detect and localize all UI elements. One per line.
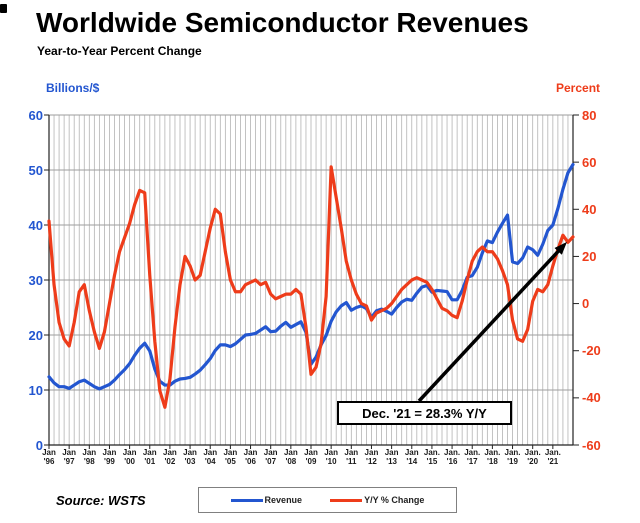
x-axis-tick-label: Jan. '19: [504, 448, 521, 466]
chart-title: Worldwide Semiconductor Revenues: [36, 7, 529, 38]
right-axis-tick-label: -40: [582, 390, 601, 406]
right-axis-tick-label: 0: [582, 296, 590, 312]
x-axis-tick-label: Jan '07: [263, 448, 278, 466]
x-axis-tick-label: Jan '11: [344, 448, 359, 466]
x-axis-tick-label: Jan. '16: [444, 448, 461, 466]
yoy-change-line: [47, 165, 575, 409]
yoy-legend-label: Y/Y % Change: [364, 495, 425, 505]
annotation-arrowhead: [554, 241, 567, 255]
source-label: Source: WSTS: [56, 493, 146, 508]
left-axis-tick-label: 30: [28, 272, 43, 288]
x-axis-tick-label: Jan '96: [42, 448, 56, 466]
yoy-line-swatch: [330, 498, 363, 502]
x-axis-tick-label: Jan '09: [304, 448, 318, 466]
annotation-arrow: [417, 246, 563, 403]
x-axis-tick-label: Jan '08: [283, 448, 298, 466]
left-axis-tick-label: 50: [28, 162, 43, 178]
x-axis-tick-label: Jan. '21: [544, 448, 561, 466]
left-axis-tick-label: 40: [28, 217, 43, 233]
right-axis-tick-label: 40: [582, 201, 597, 217]
right-axis-title: Percent: [556, 81, 601, 95]
legend-entry-revenue: Revenue: [230, 495, 303, 505]
x-axis-tick-label: Jan '14: [404, 448, 419, 466]
x-axis-tick-label: Jan '97: [62, 448, 77, 466]
revenue-legend-label: Revenue: [264, 495, 303, 505]
x-axis-tick-label: Jan '02: [163, 448, 177, 466]
x-axis-tick-label: Jan '98: [82, 448, 97, 466]
x-axis-tick-label: Jan '04: [203, 448, 218, 466]
left-axis-tick-label: 0: [35, 437, 43, 453]
x-axis-tick-label: Jan '01: [142, 448, 157, 466]
x-axis-tick-label: Jan '00: [122, 448, 137, 466]
x-axis-tick-label: Jan '06: [243, 448, 258, 466]
annotation-text: Dec. '21 = 28.3% Y/Y: [362, 405, 487, 421]
x-axis-tick-label: Jan '03: [183, 448, 197, 466]
x-axis-tick-label: Jan. '15: [423, 448, 440, 466]
x-axis-tick-label: Jan '99: [102, 448, 117, 466]
right-axis-tick-label: -60: [582, 437, 601, 453]
corner-artifact: [0, 4, 7, 13]
right-axis-tick-label: 80: [582, 107, 597, 123]
x-axis-tick-label: Jan '13: [384, 448, 399, 466]
right-axis-tick-label: -20: [582, 343, 601, 359]
left-axis-title: Billions/$: [46, 81, 100, 95]
x-axis-tick-label: Jan. '20: [524, 448, 541, 466]
legend-entry-yoy: Y/Y % Change: [330, 495, 424, 505]
x-axis-tick-label: Jan. '18: [484, 448, 501, 466]
x-axis-tick-label: Jan. '17: [464, 448, 481, 466]
left-axis-tick-label: 60: [28, 107, 43, 123]
x-axis-tick-label: Jan '10: [324, 448, 339, 466]
left-axis-tick-label: 20: [28, 327, 43, 343]
legend: Revenue Y/Y % Change: [198, 487, 457, 513]
chart-subtitle: Year-to-Year Percent Change: [37, 44, 202, 58]
left-axis-tick-label: 10: [28, 382, 43, 398]
right-axis-tick-label: 20: [582, 248, 597, 264]
annotation-callout: Dec. '21 = 28.3% Y/Y: [337, 401, 512, 425]
right-axis-tick-label: 60: [582, 154, 597, 170]
x-axis-tick-label: Jan '12: [364, 448, 379, 466]
x-axis-tick-label: Jan '05: [223, 448, 238, 466]
revenue-line-swatch: [230, 498, 263, 502]
